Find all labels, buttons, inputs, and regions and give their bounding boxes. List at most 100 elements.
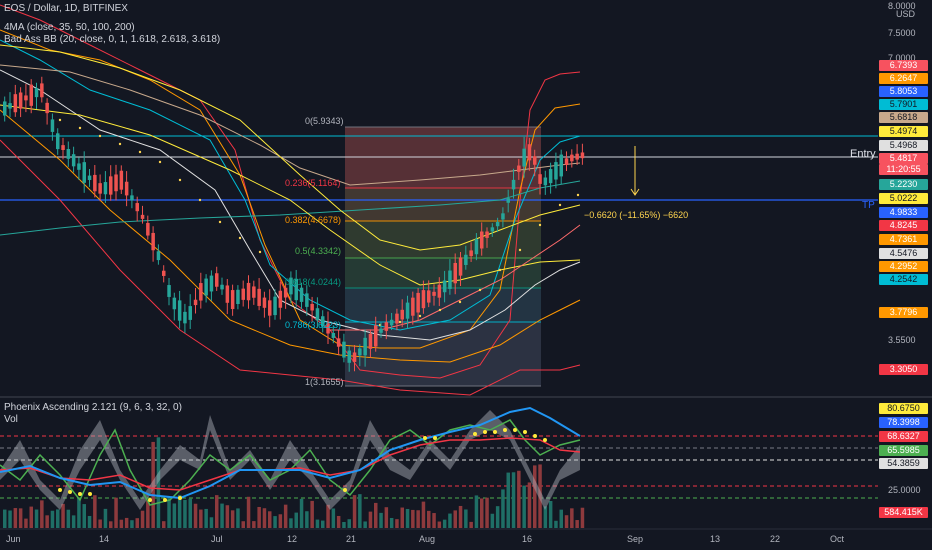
- candle: [554, 162, 558, 180]
- volume-bar: [140, 510, 145, 528]
- candle: [299, 287, 304, 302]
- volume-bar: [336, 515, 341, 528]
- candle: [45, 102, 49, 114]
- volume-bar: [564, 515, 569, 528]
- volume-bar: [400, 507, 404, 528]
- volume-bar: [384, 507, 389, 528]
- volume-bar: [77, 497, 81, 528]
- candle: [77, 163, 81, 170]
- time-axis-label: Jul: [211, 534, 223, 544]
- volume-bar: [156, 437, 161, 528]
- candle: [405, 302, 410, 319]
- candle: [103, 182, 108, 195]
- volume-bar: [66, 509, 71, 528]
- candle: [146, 222, 150, 236]
- candle: [82, 162, 86, 183]
- volume-bar: [225, 505, 230, 528]
- candle: [172, 297, 177, 310]
- volume-bar: [448, 513, 452, 528]
- candle: [501, 213, 505, 220]
- candle: [257, 288, 261, 306]
- price-tag: 5.6818: [879, 112, 928, 123]
- volume-bar: [501, 489, 505, 528]
- symbol-title[interactable]: EOS / Dollar, 1D, BITFINEX: [4, 3, 128, 14]
- volume-bar: [146, 500, 150, 528]
- osc-axis-label: 25.0000: [888, 485, 921, 495]
- volume-bar: [379, 512, 383, 528]
- measure-label[interactable]: −0.6620 (−11.65%) −6620: [584, 210, 689, 220]
- candle: [374, 325, 378, 347]
- volume-bar: [543, 506, 548, 528]
- candle: [416, 292, 420, 313]
- candle: [395, 313, 399, 324]
- candle: [448, 270, 452, 289]
- volume-bar: [130, 520, 134, 528]
- volume-bar: [548, 500, 553, 528]
- candle: [421, 290, 426, 309]
- candle: [331, 332, 336, 338]
- volume-bar: [71, 515, 76, 528]
- fib-label: 1(3.1655): [305, 377, 344, 387]
- volume-bar: [40, 500, 44, 528]
- candle: [246, 282, 251, 301]
- time-axis-label: 21: [346, 534, 357, 544]
- candle: [156, 251, 161, 261]
- volume-bar: [533, 465, 537, 528]
- volume-bar: [527, 482, 532, 528]
- volume-bar: [305, 511, 309, 528]
- candle: [326, 323, 330, 334]
- tp-label[interactable]: TP: [862, 200, 875, 211]
- volume-legend[interactable]: Vol: [4, 414, 18, 425]
- entry-label[interactable]: Entry: [850, 148, 876, 160]
- oscillator-pane[interactable]: [0, 406, 878, 528]
- time-axis-label: Oct: [830, 534, 845, 544]
- candle: [167, 285, 171, 297]
- volume-bar: [427, 510, 431, 528]
- candle: [130, 195, 134, 201]
- osc-tag: 80.6750: [879, 403, 928, 414]
- volume-bar: [321, 520, 325, 528]
- osc-tag: 78.3998: [879, 417, 928, 428]
- candle: [495, 221, 500, 227]
- volume-bar: [432, 513, 436, 528]
- candle: [533, 156, 537, 165]
- volume-bar: [230, 510, 235, 528]
- candle: [283, 287, 288, 298]
- price-candles[interactable]: [3, 76, 585, 372]
- volume-bar: [273, 516, 277, 528]
- fib-label: 0.236(5.1164): [285, 178, 341, 188]
- candle: [363, 337, 367, 356]
- candle: [480, 231, 484, 249]
- volume-bar: [374, 502, 378, 528]
- volume-bar: [172, 503, 177, 528]
- candle: [262, 297, 267, 308]
- price-tag: 4.2952: [879, 261, 928, 272]
- candle: [135, 203, 139, 212]
- volume-bar: [485, 497, 489, 528]
- volume-bar: [347, 519, 351, 528]
- volume-bar: [215, 495, 219, 528]
- price-tag: 4.7361: [879, 234, 928, 245]
- volume-bar: [352, 495, 357, 528]
- volume-bar: [575, 520, 579, 528]
- volume-bar: [358, 494, 362, 528]
- volume-bar: [183, 499, 187, 528]
- ma-legend[interactable]: 4MA (close, 35, 50, 100, 200): [4, 22, 135, 33]
- volume-bar: [177, 494, 182, 528]
- candle: [389, 319, 394, 326]
- candle: [347, 350, 351, 363]
- volume-bar: [495, 506, 500, 528]
- bollinger-bands[interactable]: [0, 4, 581, 396]
- candle: [289, 277, 293, 295]
- volume-bar: [458, 505, 463, 528]
- volume-bar: [289, 518, 293, 528]
- candle: [469, 250, 473, 257]
- candle: [98, 183, 102, 194]
- fib-label: 0.618(4.0244): [285, 277, 342, 287]
- candle: [24, 95, 28, 101]
- candle: [474, 239, 479, 255]
- oscillator-legend[interactable]: Phoenix Ascending 2.121 (9, 6, 3, 32, 0): [4, 402, 182, 413]
- price-tag: 3.7796: [879, 307, 928, 318]
- bb-legend[interactable]: Bad Ass BB (20, close, 0, 1, 1.618, 2.61…: [4, 34, 221, 45]
